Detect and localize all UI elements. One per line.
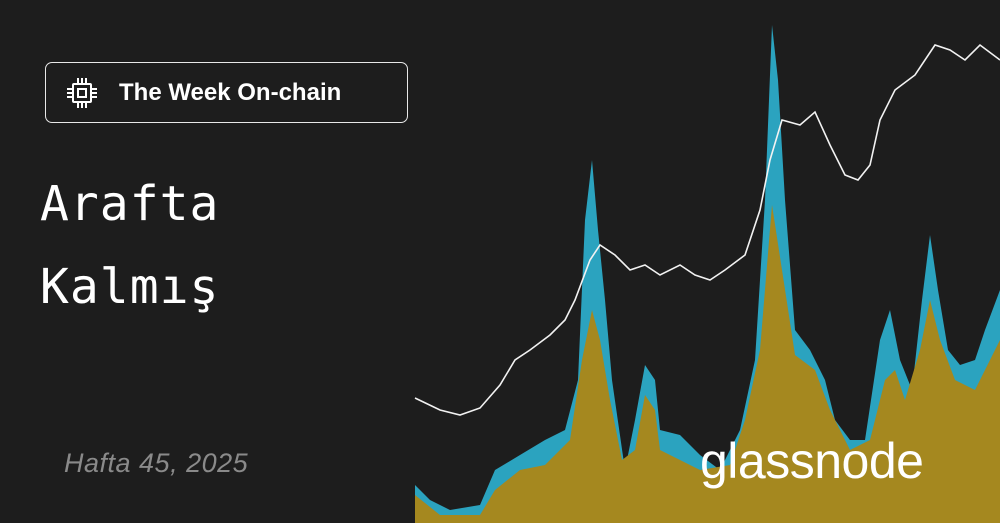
title-line: Kalmış	[40, 259, 220, 315]
price-line	[414, 43, 1000, 416]
badge-label: The Week On-chain	[119, 79, 342, 106]
badge: The Week On-chain	[45, 62, 408, 123]
chip-icon	[67, 78, 97, 108]
olive-area	[415, 205, 1000, 523]
subtitle: Hafta 45, 2025	[64, 448, 249, 478]
brand-logo: glassnode	[700, 433, 924, 489]
title-line: Arafta	[40, 176, 220, 232]
